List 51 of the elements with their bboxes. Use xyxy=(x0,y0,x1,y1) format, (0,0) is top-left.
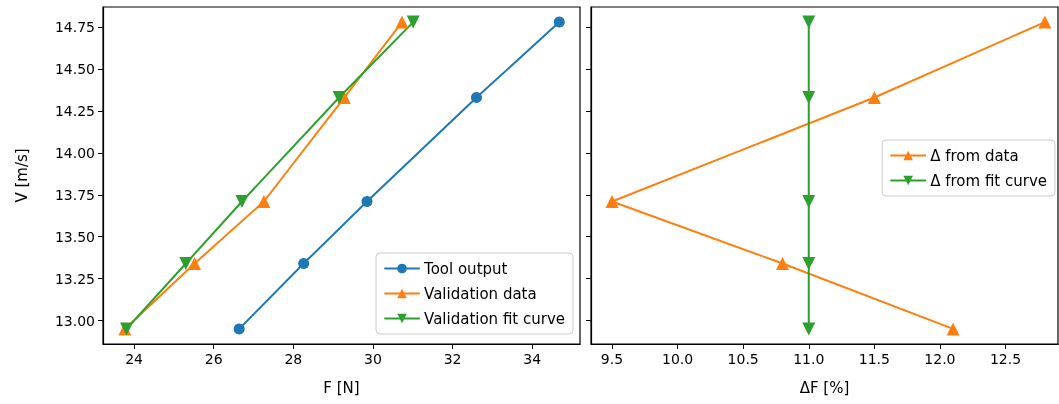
legend-label: Validation fit curve xyxy=(424,309,566,328)
x-axis-title: F [N] xyxy=(323,378,360,397)
y-tick-label: 14.75 xyxy=(54,19,95,36)
point xyxy=(361,195,373,207)
x-tick-label: 11.0 xyxy=(793,351,825,367)
x-tick-label: 24 xyxy=(125,351,144,367)
point xyxy=(802,91,816,105)
x-tick-label: 12.5 xyxy=(989,351,1022,367)
y-tick-label: 13.50 xyxy=(54,228,95,245)
y-tick-label: 14.25 xyxy=(54,102,95,119)
point xyxy=(867,91,881,105)
point xyxy=(235,194,249,208)
y-axis-title: V [m/s] xyxy=(12,148,31,203)
point xyxy=(406,15,420,29)
point xyxy=(802,15,816,29)
point xyxy=(470,92,482,104)
x-tick-label: 10.5 xyxy=(727,351,759,367)
point xyxy=(298,258,310,270)
x-tick-label: 30 xyxy=(364,351,382,367)
x-tick-label: 28 xyxy=(284,351,303,367)
point xyxy=(233,323,245,335)
point xyxy=(553,16,565,28)
point xyxy=(802,257,816,271)
legend-label: Tool output xyxy=(423,259,508,278)
point xyxy=(395,15,409,29)
point xyxy=(179,257,193,271)
x-tick-label: 26 xyxy=(204,351,223,367)
y-tick-label: 13.75 xyxy=(54,186,95,203)
point xyxy=(332,91,346,105)
point xyxy=(802,194,816,208)
x-tick-label: 11.5 xyxy=(858,351,890,367)
legend-label: Validation data xyxy=(424,284,537,303)
x-axis-title: ΔF [%] xyxy=(799,378,850,397)
x-tick-label: 34 xyxy=(523,351,542,367)
x-tick-label: 9.5 xyxy=(600,351,624,367)
y-tick-label: 14.50 xyxy=(54,61,95,78)
y-tick-label: 14.00 xyxy=(54,144,95,161)
point xyxy=(257,194,271,208)
point xyxy=(188,257,202,271)
legend-label: Δ from fit curve xyxy=(930,171,1048,190)
y-tick-label: 13.25 xyxy=(54,270,95,287)
x-tick-label: 32 xyxy=(443,351,462,367)
y-tick-label: 13.00 xyxy=(54,312,95,329)
x-tick-label: 12.0 xyxy=(924,351,956,367)
point xyxy=(946,322,960,336)
x-tick-label: 10.0 xyxy=(661,351,694,367)
point xyxy=(605,194,619,208)
point xyxy=(802,322,816,336)
point xyxy=(1038,15,1052,29)
point xyxy=(776,257,790,271)
legend-label: Δ from data xyxy=(930,146,1019,165)
